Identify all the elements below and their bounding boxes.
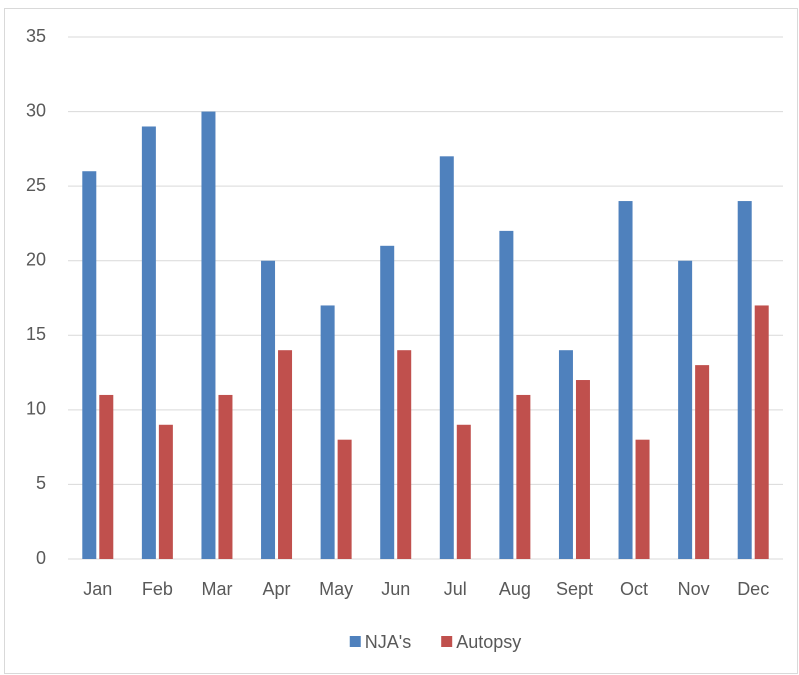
bar [754, 305, 769, 559]
y-tick-label: 5 [36, 473, 46, 493]
y-tick-label: 20 [26, 249, 46, 269]
bar [82, 171, 97, 559]
bar [678, 260, 693, 559]
bar [618, 201, 633, 560]
bar [278, 350, 293, 559]
y-tick-label: 30 [26, 100, 46, 120]
x-tick-label: Jun [381, 579, 410, 599]
x-tick-label: Dec [737, 579, 769, 599]
bar [695, 365, 710, 559]
bar [558, 350, 573, 559]
legend-swatch [349, 636, 361, 647]
x-tick-label: Nov [678, 579, 710, 599]
bar [158, 424, 173, 559]
bar [380, 245, 395, 560]
bar [141, 126, 156, 559]
bar [261, 260, 276, 559]
bar [456, 424, 471, 559]
x-tick-label: May [319, 579, 353, 599]
y-tick-label: 0 [36, 548, 46, 568]
legend-label: Autopsy [456, 632, 521, 652]
legend-swatch [441, 636, 453, 647]
bar [218, 394, 233, 559]
chart-frame [4, 8, 798, 674]
bar [516, 394, 531, 559]
y-tick-label: 35 [26, 26, 46, 46]
bar [99, 394, 114, 559]
bar [575, 380, 590, 559]
bar [439, 156, 454, 560]
bar [737, 201, 752, 560]
bar [201, 111, 216, 560]
x-tick-label: Apr [263, 579, 291, 599]
bar [635, 439, 650, 559]
bar [499, 230, 514, 559]
x-tick-label: Aug [499, 579, 531, 599]
y-tick-label: 25 [26, 175, 46, 195]
y-tick-label: 10 [26, 399, 46, 419]
x-tick-label: Oct [620, 579, 648, 599]
bar [320, 305, 335, 559]
x-tick-label: Jul [444, 579, 467, 599]
x-tick-label: Jan [83, 579, 112, 599]
bar [397, 350, 412, 559]
y-tick-label: 15 [26, 324, 46, 344]
legend-label: NJA's [365, 632, 411, 652]
x-tick-label: Feb [142, 579, 173, 599]
x-tick-label: Sept [556, 579, 593, 599]
bar [337, 439, 352, 559]
x-tick-label: Mar [201, 579, 232, 599]
